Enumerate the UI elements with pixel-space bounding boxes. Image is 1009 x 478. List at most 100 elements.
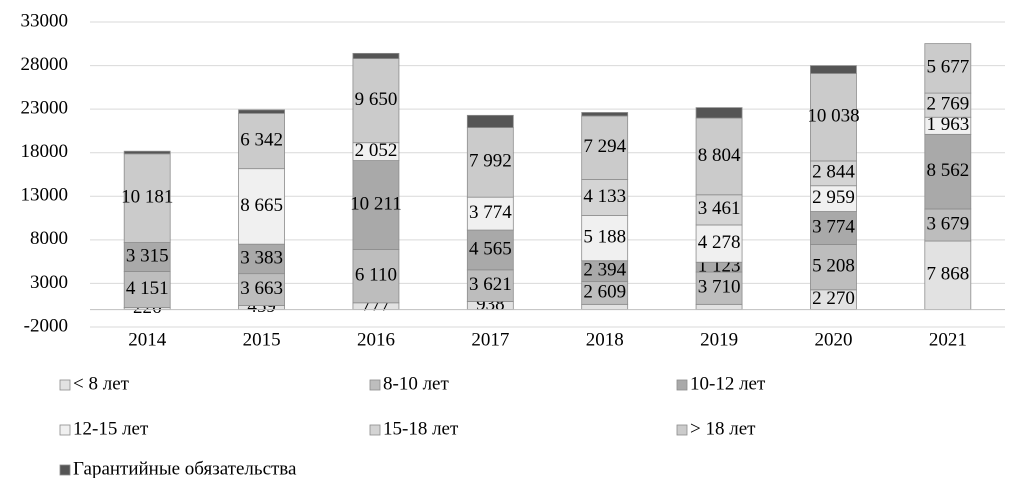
data-label: 5 208: [812, 255, 855, 276]
x-tick-label: 2014: [128, 329, 167, 350]
legend-swatch: [676, 424, 688, 436]
bar-segment: [695, 271, 743, 305]
bar-segment: [695, 117, 743, 196]
bar-segment: [810, 211, 857, 245]
bar-segment: [466, 114, 514, 128]
data-label: 2 270: [812, 288, 855, 309]
y-tick-label: 18000: [21, 141, 69, 162]
x-tick-label: 2020: [814, 329, 852, 350]
bar-segment: [924, 43, 972, 94]
bar-segment: [123, 271, 171, 309]
bar-segment: [810, 65, 857, 74]
bar-segment: [581, 179, 629, 216]
x-tick-label: 2018: [586, 329, 624, 350]
bar-segment: [924, 133, 972, 210]
legend-label: Гарантийные обязательства: [73, 458, 297, 478]
data-label: 3 383: [240, 247, 283, 268]
bar-segment: [352, 249, 400, 304]
data-label: 10 181: [121, 187, 173, 208]
data-label: 2 959: [812, 187, 855, 208]
bar-segment: [123, 153, 171, 243]
legend-swatch: [59, 464, 71, 476]
bar-segment: [123, 150, 171, 155]
data-label: 5 677: [926, 57, 969, 78]
data-label: 4 133: [583, 186, 626, 207]
data-label: 6 110: [355, 265, 397, 286]
y-tick-label: 33000: [21, 10, 69, 31]
bar-segment: [810, 185, 857, 212]
bar-segment: [810, 73, 857, 162]
bar-segment: [238, 109, 285, 114]
data-label: 4 278: [698, 232, 741, 253]
bar-segment: [123, 242, 171, 272]
x-tick-label: 2016: [357, 329, 395, 350]
data-label: 2 769: [926, 94, 969, 115]
data-label: 4 565: [469, 238, 512, 259]
bar-segment: [695, 224, 743, 263]
data-label: 7 992: [469, 151, 512, 172]
data-label: 3 663: [240, 278, 283, 299]
legend-label: 10-12 лет: [690, 373, 766, 394]
data-label: 8 665: [240, 195, 283, 216]
bar-segment: [238, 168, 285, 245]
bar-segment: [695, 194, 743, 226]
data-label: 1 963: [926, 114, 969, 135]
y-tick-label: 8000: [30, 228, 68, 249]
data-label: 3 774: [469, 202, 512, 223]
bar-segment: [352, 52, 400, 60]
x-tick-label: 2019: [700, 329, 738, 350]
legend-swatch: [369, 424, 381, 436]
data-label: 6 342: [240, 129, 283, 150]
bar-segment: [466, 127, 514, 198]
data-label: 9 650: [355, 89, 398, 110]
data-label: 2 844: [812, 162, 855, 183]
bar-segment: [810, 160, 857, 187]
bar-segment: [466, 229, 514, 271]
y-tick-label: 28000: [21, 54, 69, 75]
x-tick-label: 2017: [471, 329, 509, 350]
data-label: 3 461: [698, 198, 741, 219]
data-label: 8 804: [698, 145, 741, 166]
data-label: 8 562: [926, 160, 969, 181]
data-label: 4 151: [126, 278, 169, 299]
y-tick-label: -2000: [24, 315, 68, 336]
y-tick-label: 13000: [21, 185, 69, 206]
data-label: 3 774: [812, 216, 855, 237]
data-label: 2 394: [583, 260, 626, 281]
y-tick-label: 3000: [30, 272, 68, 293]
bar-segment: [352, 58, 400, 144]
legend-swatch: [59, 424, 71, 436]
legend-label: 15-18 лет: [383, 418, 459, 439]
bar-segment: [352, 160, 400, 250]
data-label: 2 609: [583, 281, 626, 302]
legend-swatch: [676, 379, 688, 391]
bar-segment: [466, 196, 514, 231]
bar-segment: [238, 112, 285, 170]
x-tick-label: 2021: [929, 329, 967, 350]
data-label: 7 294: [583, 136, 626, 157]
bar-segment: [581, 303, 629, 310]
bar-segment: [581, 112, 629, 117]
data-label: 2 052: [355, 140, 398, 161]
legend-label: 12-15 лет: [73, 418, 149, 439]
data-label: 10 211: [350, 193, 402, 214]
bar-segment: [924, 240, 972, 310]
data-label: 7 868: [926, 264, 969, 285]
legend-label: > 18 лет: [690, 418, 756, 439]
data-label: 3 315: [126, 245, 169, 266]
legend-swatch: [59, 379, 71, 391]
data-label: 3 679: [926, 213, 969, 234]
x-tick-label: 2015: [243, 329, 281, 350]
bar-segment: [695, 303, 743, 310]
legend-label: < 8 лет: [73, 373, 130, 394]
legend-swatch: [369, 379, 381, 391]
bar-segment: [466, 269, 514, 302]
data-label: 5 188: [583, 226, 626, 247]
legend-label: 8-10 лет: [383, 373, 449, 394]
bar-segment: [581, 115, 629, 180]
y-tick-label: 23000: [21, 98, 69, 119]
bar-segment: [695, 107, 743, 119]
bar-segment: [238, 243, 285, 275]
data-label: 10 038: [807, 106, 859, 127]
